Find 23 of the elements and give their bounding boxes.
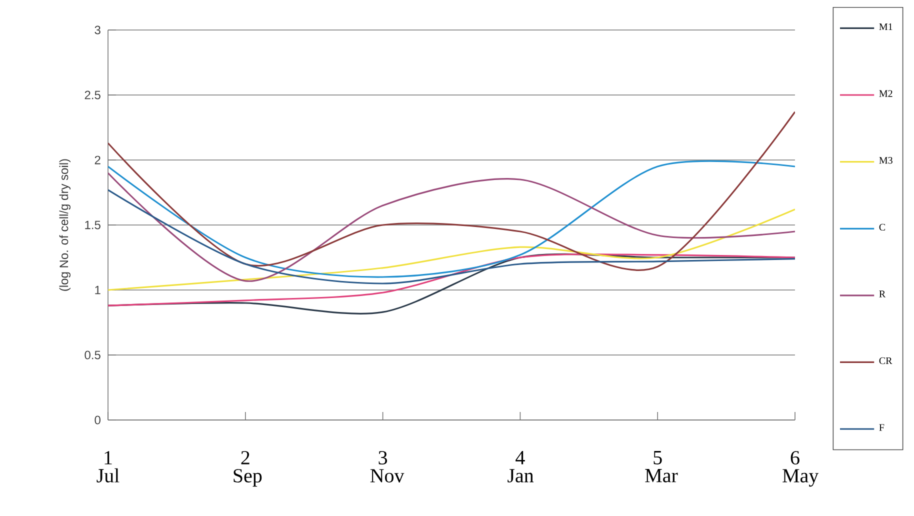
x-tick-label: 3 Nov	[370, 451, 404, 482]
y-tick-label: 1.5	[85, 220, 100, 230]
x-tick-label: 1 Jul	[96, 451, 120, 482]
y-tick-label: 1	[95, 286, 100, 294]
x-tick-label: 5 Mar	[645, 451, 678, 482]
legend-label: F	[879, 424, 884, 431]
y-tick-label: 2.5	[84, 90, 100, 100]
legend-label: M1	[879, 23, 892, 30]
y-axis-title: (log No. of cell/g dry soil)	[59, 159, 71, 291]
line-series	[108, 208, 795, 291]
x-tick-label: 4 Jan	[508, 451, 534, 482]
y-tick-label: 0.5	[84, 350, 100, 360]
x-tick-label: 2 Sep	[234, 451, 262, 487]
y-tick-label: 2	[94, 156, 100, 164]
legend-label: M2	[879, 90, 892, 97]
legend-label: CR	[879, 357, 892, 364]
legend-label: C	[879, 224, 886, 231]
line-series	[108, 189, 795, 284]
x-tick-label: 6 May	[782, 451, 819, 487]
y-tick-label: 3	[94, 26, 100, 34]
y-tick-label: 0	[94, 416, 100, 424]
legend-label: R	[879, 290, 886, 298]
legend-label: M3	[879, 157, 892, 164]
